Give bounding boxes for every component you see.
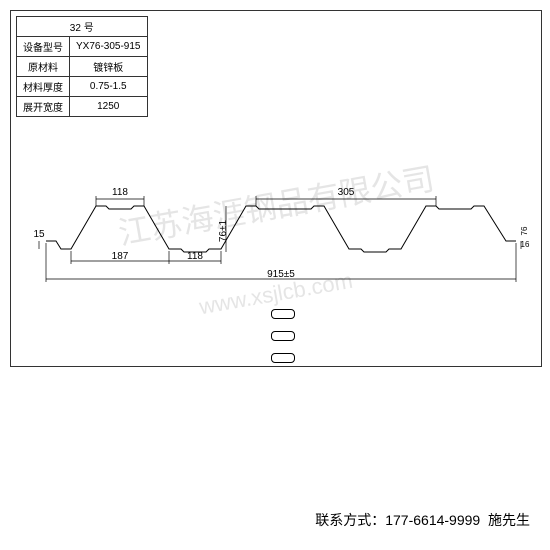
table-header: 32 号 [17,17,148,37]
row-label: 原材料 [17,57,70,77]
table-row: 设备型号 YX76-305-915 [17,37,148,57]
dim-top2: 305 [338,187,355,198]
contact-info: 联系方式：177-6614-9999 施先生 [315,510,530,530]
dim-bot2: 118 [187,251,203,262]
profile-diagram: 118 305 15 76±1 16 76 187 118 915±5 [31,161,531,301]
dim-right-h1: 16 [521,240,530,249]
dim-top1: 118 [112,187,128,198]
contact-label: 联系方式： [315,512,385,528]
row-value: 1250 [70,97,148,117]
dim-bot1: 187 [112,251,129,262]
row-value: 镀锌板 [70,57,148,77]
slot-shape [271,331,295,341]
drawing-frame: 32 号 设备型号 YX76-305-915 原材料 镀锌板 材料厚度 0.75… [10,10,542,367]
row-value: YX76-305-915 [70,37,148,57]
row-value: 0.75-1.5 [70,77,148,97]
dim-total: 915±5 [267,269,295,280]
dim-left-h: 15 [33,229,45,240]
contact-phone: 177-6614-9999 [385,512,480,528]
spec-table: 32 号 设备型号 YX76-305-915 原材料 镀锌板 材料厚度 0.75… [16,16,148,117]
row-label: 展开宽度 [17,97,70,117]
dim-right-h2: 76 [520,226,529,235]
table-row: 原材料 镀锌板 [17,57,148,77]
table-row: 展开宽度 1250 [17,97,148,117]
dim-height: 76±1 [218,219,229,242]
row-label: 材料厚度 [17,77,70,97]
slot-shape [271,309,295,319]
contact-name: 施先生 [488,512,530,528]
row-label: 设备型号 [17,37,70,57]
slot-shape [271,353,295,363]
table-row: 材料厚度 0.75-1.5 [17,77,148,97]
